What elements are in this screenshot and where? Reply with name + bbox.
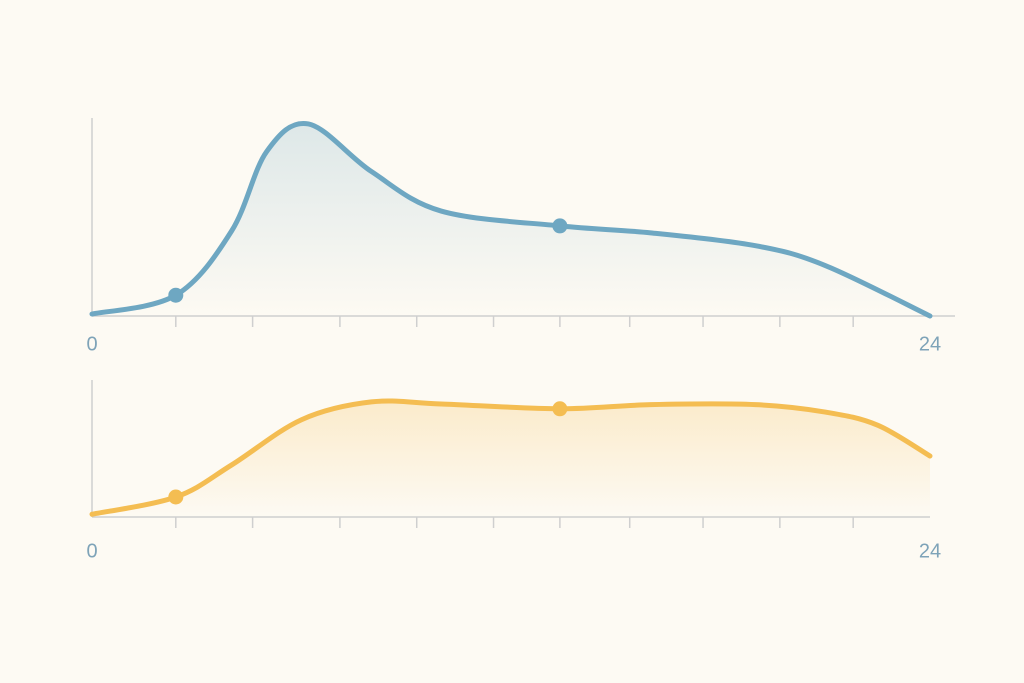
area xyxy=(92,123,930,316)
x-tick-label: 24 xyxy=(919,540,941,562)
point-marker xyxy=(168,489,184,505)
x-tick-label: 0 xyxy=(86,333,97,355)
point-marker xyxy=(552,401,568,417)
area xyxy=(92,400,930,517)
point-marker xyxy=(552,218,568,234)
line xyxy=(89,398,933,517)
point-marker xyxy=(168,287,184,303)
x-tick-label: 24 xyxy=(919,333,941,355)
line xyxy=(89,120,933,319)
x-tick-label: 0 xyxy=(86,540,97,562)
